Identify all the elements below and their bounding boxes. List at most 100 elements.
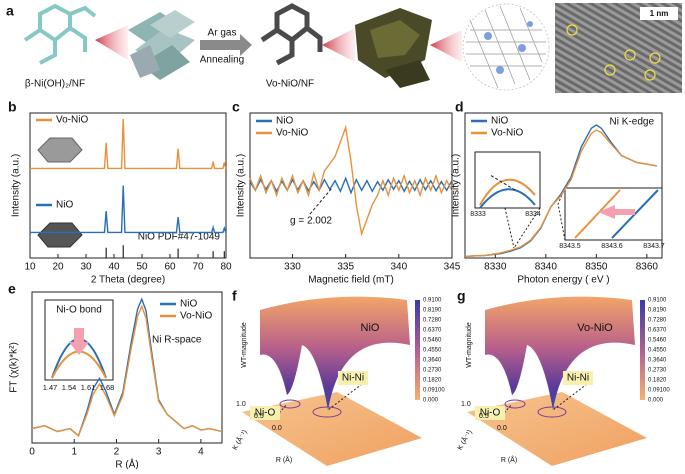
x-tick-label: 1	[71, 447, 77, 458]
inset-tick-label: 1.61	[81, 383, 96, 392]
inset-tick-label: 8333	[470, 211, 486, 218]
colorbar-tick-label: 0.4550	[648, 348, 667, 354]
sheet-cluster	[128, 10, 195, 80]
x-tick-label: 3	[156, 447, 162, 458]
peak-box	[475, 406, 505, 420]
colorbar-tick-label: 0.6370	[423, 328, 442, 334]
plot-frame	[31, 291, 223, 444]
colorbar	[640, 300, 645, 400]
contour	[537, 406, 567, 418]
inset-title: Ni-O bond	[56, 305, 102, 316]
panel-label: d	[455, 99, 464, 115]
x-tick-label: 40	[108, 262, 120, 273]
colorbar-tick-label: 0.2730	[423, 368, 442, 374]
sample-picture	[37, 222, 83, 248]
beam	[430, 30, 462, 62]
y-axis-label: R (Å)	[276, 455, 292, 464]
inset-tick-label: 1.54	[62, 383, 77, 392]
x-axis-label: R (Å)	[115, 458, 138, 469]
peak-box	[563, 371, 593, 385]
arrow-top-label: Ar gas	[208, 28, 237, 39]
precursor-structure	[23, 3, 97, 65]
colorbar-tick-label: 0.9100	[648, 298, 667, 304]
z-axis-label: WT-magnitude	[466, 322, 473, 368]
x-tick-label: 335	[337, 262, 354, 273]
annotation: Ni R-space	[152, 335, 202, 346]
colorbar-tick-label: 0.09100	[648, 388, 670, 394]
series-line	[31, 304, 223, 437]
beam	[322, 28, 355, 62]
hrtem-image	[555, 3, 682, 93]
y-axis-label: Intensity (a.u.)	[11, 154, 22, 217]
surface-floor	[242, 392, 422, 466]
r-tick-label: 0.0	[272, 425, 282, 432]
inset-tick-label: 1.68	[100, 383, 115, 392]
series-line	[30, 185, 227, 234]
legend-label: Vo-NiO	[56, 115, 88, 126]
inset	[44, 299, 114, 381]
legend-label: Vo-NiO	[276, 128, 308, 139]
x-tick-label: 330	[284, 262, 301, 273]
peak-label: Ni-O	[480, 408, 501, 419]
peak-label: Ni-Ni	[342, 373, 364, 384]
colorbar-tick-label: 0.2730	[648, 368, 667, 374]
series-line	[249, 124, 453, 237]
panel-label: g	[457, 288, 466, 304]
peak-pointer	[552, 383, 588, 411]
surface	[485, 296, 635, 410]
product-structure	[260, 3, 323, 66]
arrow	[200, 34, 252, 56]
colorbar-tick-label: 0.7280	[648, 318, 667, 324]
colorbar-tick-label: 0.5460	[423, 338, 442, 344]
colorbar-tick-label: 0.4550	[423, 348, 442, 354]
legend-label: NiO	[276, 116, 293, 127]
surface-floor	[467, 392, 647, 466]
x-axis-label: K (Å⁻¹)	[455, 428, 474, 452]
x-tick-label: 8330	[484, 262, 507, 273]
x-tick-label: 60	[164, 262, 176, 273]
peak-box	[250, 406, 280, 420]
inset-tick-label: 8334	[525, 211, 541, 218]
colorbar-tick-label: 0.3640	[648, 358, 667, 364]
x-tick-label: 2	[114, 447, 120, 458]
peak-label: Ni-O	[255, 408, 276, 419]
x-tick-label: 8350	[585, 262, 608, 273]
legend-label: NiO	[180, 299, 197, 310]
sample-picture	[37, 137, 83, 163]
z-axis-label: WT-magnitude	[241, 322, 248, 368]
contour	[504, 399, 526, 409]
r-tick-label: 1.0	[236, 401, 246, 408]
x-axis-label: 2 Theta (degree)	[91, 275, 165, 286]
r-tick-label: 1.0	[461, 401, 471, 408]
panel-label: b	[8, 99, 17, 115]
peak-pointer	[498, 403, 513, 420]
x-tick-label: 10	[24, 262, 36, 273]
contour	[312, 406, 342, 418]
series-line	[464, 124, 658, 257]
peak-pointer	[273, 403, 288, 420]
x-tick-label: 30	[80, 262, 92, 273]
beam	[95, 25, 128, 60]
r-tick-label: 0.5	[254, 413, 264, 420]
peak-pointer	[327, 383, 363, 411]
plot-frame	[29, 112, 227, 259]
precursor-label: β-Ni(OH)₂/NF	[25, 79, 85, 90]
series-line	[30, 118, 227, 170]
series-line	[464, 129, 658, 257]
peak-box	[338, 371, 368, 385]
inset-tick-label: 8343.6	[601, 243, 623, 250]
x-tick-label: 8360	[636, 262, 659, 273]
y-axis-label: FT (χ(k)*k²)	[9, 342, 20, 393]
reference-label: NiO PDF#47-1049	[138, 232, 221, 243]
colorbar-tick-label: 0.000	[648, 398, 664, 404]
annotation-arrow	[309, 187, 333, 215]
annotation: Ni K-edge	[610, 117, 655, 128]
panel-label: f	[232, 288, 237, 304]
y-axis-label: R (Å)	[501, 455, 517, 464]
x-tick-label: 340	[390, 262, 407, 273]
colorbar-tick-label: 0.5460	[648, 338, 667, 344]
surface-title: Vo-NiO	[577, 322, 613, 334]
inset-tick-label: 8343.7	[643, 243, 665, 250]
peak-label: Ni-Ni	[567, 373, 589, 384]
